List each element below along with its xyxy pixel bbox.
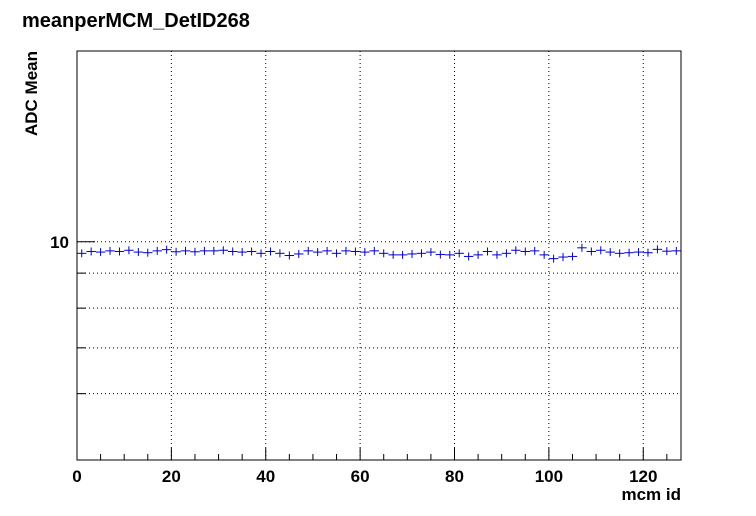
data-point (331, 249, 342, 258)
y-axis-label: ADC Mean (22, 51, 41, 136)
data-point (501, 249, 512, 258)
data-point (511, 246, 521, 255)
data-point (114, 247, 125, 256)
data-point (614, 249, 625, 258)
data-point (77, 249, 87, 258)
data-point (379, 249, 389, 258)
data-point (256, 249, 266, 258)
data-point (275, 249, 285, 258)
data-point (152, 246, 162, 255)
data-point (171, 247, 181, 256)
data-point (312, 248, 323, 257)
data-point (265, 247, 276, 256)
data-point (143, 248, 153, 257)
data-point (95, 248, 106, 257)
grid (77, 51, 681, 460)
data-point (322, 246, 332, 255)
data-point (416, 249, 427, 258)
data-point (161, 245, 172, 254)
data-point (388, 250, 398, 259)
data-point (228, 247, 238, 256)
data-point (596, 246, 606, 255)
x-tick-label: 120 (629, 467, 657, 486)
data-point (633, 248, 644, 257)
data-point (567, 252, 578, 261)
data-point (246, 247, 257, 256)
data-point (199, 246, 210, 255)
data-point (369, 246, 379, 255)
x-tick-label: 100 (535, 467, 563, 486)
data-point (463, 252, 474, 261)
chart-title: meanperMCM_DetID268 (22, 10, 250, 32)
data-point (209, 246, 219, 255)
data-point (86, 247, 96, 256)
data-point (643, 248, 653, 257)
data-point (435, 250, 446, 259)
data-point (124, 246, 134, 255)
data-point (294, 249, 304, 258)
data-point (530, 246, 540, 255)
x-tick-label: 80 (445, 467, 464, 486)
data-point (558, 253, 568, 262)
data-point (473, 250, 483, 259)
data-point (303, 246, 313, 255)
y-tick-label: 10 (50, 233, 69, 252)
x-tick-label: 20 (162, 467, 181, 486)
data-point (341, 246, 351, 255)
data-point (407, 249, 417, 258)
data-point (237, 248, 247, 257)
data-point (482, 247, 493, 256)
x-tick-label: 0 (72, 467, 81, 486)
data-point (492, 250, 502, 259)
data-points (77, 243, 681, 263)
data-point (218, 246, 228, 255)
data-point (426, 248, 436, 257)
data-point (105, 246, 115, 255)
data-point (577, 243, 587, 252)
data-point (548, 254, 559, 263)
data-point (445, 250, 455, 259)
data-point (360, 248, 370, 257)
data-point (284, 251, 295, 260)
plot-frame (76, 50, 682, 461)
data-point (652, 245, 663, 254)
data-point (539, 250, 549, 259)
data-point (454, 249, 464, 258)
x-tick-label: 40 (256, 467, 275, 486)
data-point (190, 247, 200, 256)
data-point (586, 247, 597, 256)
x-tick-label: 60 (351, 467, 370, 486)
data-point (662, 247, 672, 256)
data-point (671, 246, 681, 255)
data-point (133, 248, 144, 257)
axes: 0 20 40 60 80 100 120 10 (50, 233, 668, 486)
data-point (350, 247, 361, 256)
data-point (397, 250, 408, 259)
data-point (605, 248, 615, 257)
data-point (624, 248, 634, 257)
data-point (180, 246, 191, 255)
x-axis-label: mcm id (621, 485, 681, 504)
data-point (520, 247, 530, 256)
